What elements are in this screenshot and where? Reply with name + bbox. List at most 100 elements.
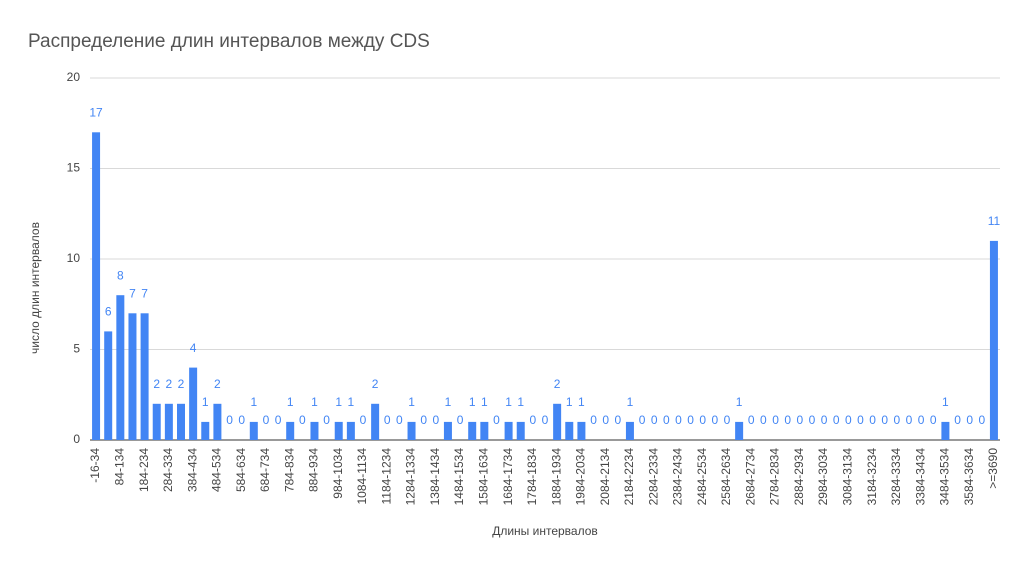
data-label: 0 [906, 413, 913, 427]
x-tick-label: 1384-1434 [428, 448, 442, 506]
bar [941, 421, 950, 440]
x-tick-label: 1684-1734 [501, 448, 515, 506]
y-tick-label: 5 [73, 342, 80, 356]
bar [989, 240, 998, 440]
x-tick-label: 784-834 [282, 448, 296, 492]
data-label: 0 [821, 413, 828, 427]
x-tick-label: 2984-3034 [816, 448, 830, 506]
bar [213, 403, 222, 440]
data-label: 0 [238, 413, 245, 427]
data-label: 8 [117, 268, 124, 282]
data-label: 0 [323, 413, 330, 427]
data-label: 0 [930, 413, 937, 427]
data-label: 0 [687, 413, 694, 427]
data-label: 0 [530, 413, 537, 427]
x-tick-label: 2084-2134 [598, 448, 612, 506]
data-label: 0 [663, 413, 670, 427]
data-label: 0 [809, 413, 816, 427]
x-tick-label: 3484-3534 [938, 448, 952, 506]
x-tick-label: 1584-1634 [477, 448, 491, 506]
data-label: 1 [505, 395, 512, 409]
x-tick-label: 2484-2534 [695, 448, 709, 506]
data-label: 7 [141, 286, 148, 300]
data-label: 1 [469, 395, 476, 409]
data-label: 1 [578, 395, 585, 409]
data-label: 0 [590, 413, 597, 427]
data-label: 1 [481, 395, 488, 409]
y-tick-label: 15 [67, 161, 81, 175]
data-label: 1 [311, 395, 318, 409]
bar [177, 403, 185, 440]
bar [334, 421, 343, 440]
x-tick-label: 584-634 [234, 448, 248, 492]
data-label: 1 [736, 395, 743, 409]
data-label: 0 [748, 413, 755, 427]
data-label: 0 [639, 413, 646, 427]
x-tick-label: 84-134 [113, 448, 127, 486]
data-label: 11 [988, 214, 1001, 228]
bar [553, 403, 562, 440]
data-label: 0 [918, 413, 925, 427]
data-label: 0 [420, 413, 427, 427]
data-label: 0 [675, 413, 682, 427]
data-label: 0 [966, 413, 973, 427]
data-label: 17 [89, 105, 103, 119]
bar [735, 421, 744, 440]
data-label: 0 [699, 413, 706, 427]
y-tick-label: 0 [73, 432, 80, 446]
data-label: 0 [978, 413, 985, 427]
bar [577, 421, 586, 440]
data-label: 0 [299, 413, 306, 427]
bar [189, 367, 198, 440]
y-axis-title: число длин интервалов [28, 222, 42, 354]
y-tick-label: 20 [67, 70, 81, 84]
data-label: 0 [651, 413, 658, 427]
data-label: 0 [833, 413, 840, 427]
data-label: 1 [335, 395, 342, 409]
data-label: 1 [445, 395, 452, 409]
bar [116, 295, 125, 440]
x-tick-label: 284-334 [161, 448, 175, 492]
data-label: 0 [360, 413, 367, 427]
bar [249, 421, 258, 440]
x-tick-label: -16-34 [88, 448, 102, 483]
bar [565, 421, 574, 440]
data-label: 0 [263, 413, 270, 427]
bar [468, 421, 477, 440]
data-label: 2 [166, 377, 173, 391]
data-label: 0 [457, 413, 464, 427]
data-label: 2 [153, 377, 160, 391]
data-label: 2 [178, 377, 185, 391]
x-tick-label: 1284-1334 [404, 448, 418, 506]
data-label: 1 [566, 395, 573, 409]
bar [443, 421, 452, 440]
bar [140, 313, 149, 440]
data-label: 2 [372, 377, 379, 391]
data-label: 1 [287, 395, 294, 409]
data-label: 0 [614, 413, 621, 427]
bar [407, 421, 416, 440]
data-label: 1 [627, 395, 634, 409]
x-tick-label: 2384-2434 [671, 448, 685, 506]
x-axis-title: Длины интервалов [492, 524, 598, 538]
data-label: 1 [942, 395, 949, 409]
chart-title: Распределение длин интервалов между CDS [28, 31, 430, 52]
data-label: 0 [857, 413, 864, 427]
data-label: 0 [845, 413, 852, 427]
data-label: 0 [432, 413, 439, 427]
bar [128, 313, 137, 440]
bar [286, 421, 295, 440]
data-label: 0 [894, 413, 901, 427]
data-label: 1 [408, 395, 415, 409]
x-tick-label: 1484-1534 [452, 448, 466, 506]
data-label: 0 [869, 413, 876, 427]
data-label: 0 [712, 413, 719, 427]
x-tick-label: 984-1034 [331, 448, 345, 499]
bar [371, 403, 380, 440]
data-label: 1 [202, 395, 209, 409]
bar [480, 421, 489, 440]
x-tick-label: 1884-1934 [549, 448, 563, 506]
x-tick-label: 2584-2634 [719, 448, 733, 506]
